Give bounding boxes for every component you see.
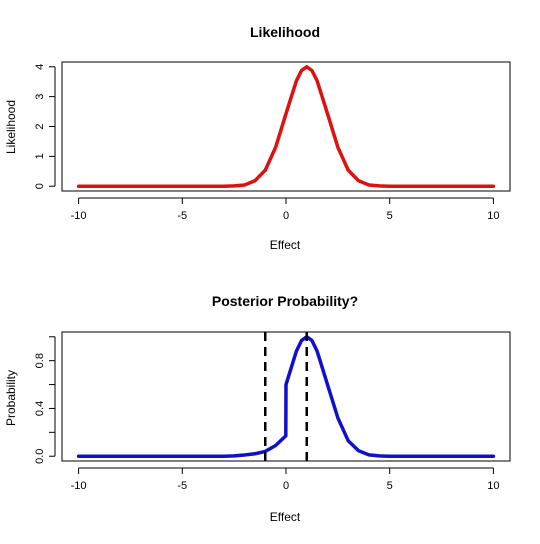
plot-frame xyxy=(61,61,511,192)
y-tick-label: 3 xyxy=(34,94,46,100)
x-tick-label: -5 xyxy=(177,480,187,492)
y-axis-label: Likelihood xyxy=(4,100,18,154)
x-axis: -10 -5 0 5 10 xyxy=(71,197,500,222)
x-axis-label: Effect xyxy=(270,510,301,524)
x-axis: -10 -5 0 5 10 xyxy=(71,467,500,492)
y-axis: 0.0 0.4 0.8 xyxy=(34,336,56,464)
x-axis-label: Effect xyxy=(270,238,301,252)
posterior-panel: Posterior Probability? Effect Probabilit… xyxy=(4,293,511,524)
x-tick-label: 5 xyxy=(387,210,393,222)
x-tick-label: 10 xyxy=(487,480,499,492)
plot-area: -10 -5 0 5 10 0.0 0.4 0.8 xyxy=(34,331,511,492)
y-tick-label: 1 xyxy=(34,153,46,159)
y-tick-label: 0.0 xyxy=(34,449,46,464)
x-tick-label: 0 xyxy=(283,210,289,222)
y-axis-label: Probability xyxy=(4,370,18,426)
plot-area: -10 -5 0 5 10 0 1 2 3 4 xyxy=(34,61,511,222)
chart-title: Likelihood xyxy=(250,24,320,40)
x-tick-label: 0 xyxy=(283,480,289,492)
y-tick-label: 0.4 xyxy=(34,401,46,416)
y-tick-label: 4 xyxy=(34,64,46,70)
y-tick-label: 2 xyxy=(34,123,46,129)
x-tick-label: 10 xyxy=(487,210,499,222)
x-tick-label: -5 xyxy=(177,210,187,222)
series-line xyxy=(76,65,496,188)
series-line xyxy=(76,335,496,458)
y-tick-label: 0 xyxy=(34,183,46,189)
chart-title: Posterior Probability? xyxy=(212,293,358,309)
x-tick-label: -10 xyxy=(71,480,87,492)
y-tick-label: 0.8 xyxy=(34,353,46,368)
likelihood-panel: Likelihood Effect Likelihood -10 -5 0 5 10 0 1… xyxy=(4,24,511,252)
y-axis: 0 1 2 3 4 xyxy=(34,64,56,189)
x-tick-label: 5 xyxy=(387,480,393,492)
x-tick-label: -10 xyxy=(71,210,87,222)
plot-frame xyxy=(61,331,511,462)
